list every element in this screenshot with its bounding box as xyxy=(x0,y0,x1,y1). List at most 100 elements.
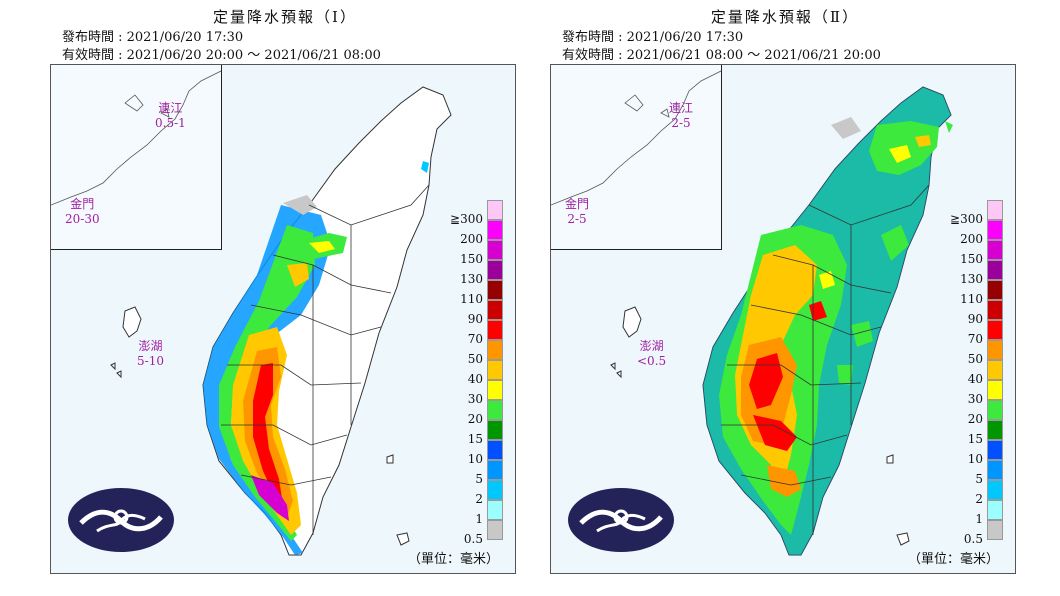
legend-swatch xyxy=(987,460,1003,480)
legend-swatch xyxy=(487,220,503,240)
rainfall-map: 連江 2-5 金門 2-5 澎湖 <0.5 ≧300 200 150 130 110 90… xyxy=(550,64,1016,574)
penghu-label: 澎湖 5-10 xyxy=(137,339,164,368)
legend-label: 5 xyxy=(975,472,983,486)
valid-time: 有效時間 : 2021/06/20 20:00 ～ 2021/06/21 08:… xyxy=(62,48,381,63)
legend-label: 5 xyxy=(475,472,483,486)
rainfall-legend: ≧300 200 150 130 110 90 70 50 40 30 20 15 10 5 2 1 0.5 xyxy=(433,200,503,545)
matsu-rainfall-value: 2-5 xyxy=(671,116,691,130)
penghu-label: 澎湖 <0.5 xyxy=(637,339,667,368)
legend-swatch xyxy=(487,200,503,220)
legend-label: 90 xyxy=(467,312,483,326)
inset-map-kinmen-matsu: 連江 0.5-1 金門 20-30 xyxy=(51,65,222,250)
penghu-rainfall-value: <0.5 xyxy=(637,354,667,368)
legend-label: 10 xyxy=(967,452,983,466)
legend-label: 200 xyxy=(960,232,983,246)
penghu-islands xyxy=(122,306,142,338)
taiwan-rainfall-map xyxy=(610,86,953,556)
unit-label: （單位：毫米） xyxy=(407,552,499,567)
legend-swatch xyxy=(987,220,1003,240)
penghu-islands xyxy=(622,306,642,338)
legend-swatch xyxy=(487,280,503,300)
kinmen-rainfall-value: 2-5 xyxy=(567,212,587,226)
penghu-rainfall-value: 5-10 xyxy=(137,354,164,368)
legend-label: 150 xyxy=(460,252,483,266)
legend-label: 20 xyxy=(967,412,983,426)
legend-swatch xyxy=(487,400,503,420)
legend-swatch xyxy=(987,520,1003,540)
valid-time: 有效時間 : 2021/06/21 08:00 ～ 2021/06/21 20:… xyxy=(562,48,881,63)
legend-swatch xyxy=(987,200,1003,220)
legend-swatch xyxy=(487,320,503,340)
orchid-island xyxy=(396,532,410,546)
legend-swatch xyxy=(487,380,503,400)
rainfall-map: 連江 0.5-1 金門 20-30 澎湖 5-10 ≧300 200 150 130 1… xyxy=(50,64,516,574)
legend-label: 40 xyxy=(467,372,483,386)
kinmen-label: 金門 20-30 xyxy=(65,197,100,226)
legend-label: 110 xyxy=(460,292,483,306)
legend-label: ≧300 xyxy=(950,212,983,226)
legend-label: 130 xyxy=(460,272,483,286)
legend-swatch xyxy=(487,360,503,380)
fujian-coast-outline xyxy=(51,70,221,206)
legend-label: 2 xyxy=(475,492,483,506)
issued-time: 發布時間 : 2021/06/20 17:30 xyxy=(562,30,744,45)
legend-label: 20 xyxy=(467,412,483,426)
legend-label: 0.5 xyxy=(463,532,483,546)
legend-swatch xyxy=(487,420,503,440)
legend-swatch xyxy=(487,340,503,360)
legend-label: 30 xyxy=(467,392,483,406)
legend-label: 15 xyxy=(967,432,983,446)
legend-swatch xyxy=(987,440,1003,460)
legend-swatch xyxy=(487,240,503,260)
legend-label: 200 xyxy=(460,232,483,246)
legend-label: 150 xyxy=(960,252,983,266)
legend-swatch xyxy=(987,340,1003,360)
orchid-island xyxy=(896,532,910,546)
legend-swatch xyxy=(987,300,1003,320)
panel-title: 定量降水預報（Ⅰ） xyxy=(213,8,357,26)
legend-swatch xyxy=(987,420,1003,440)
kinmen-label: 金門 2-5 xyxy=(565,197,590,226)
legend-swatch xyxy=(987,360,1003,380)
legend-swatch xyxy=(987,500,1003,520)
legend-label: 0.5 xyxy=(963,532,983,546)
legend-label: 1 xyxy=(475,512,483,526)
qpf-panel-2: 定量降水預報（Ⅱ） 發布時間 : 2021/06/20 17:30 有效時間 :… xyxy=(550,0,1020,580)
legend-label: ≧300 xyxy=(450,212,483,226)
matsu-label: 連江 0.5-1 xyxy=(155,101,186,130)
legend-swatch xyxy=(987,400,1003,420)
legend-label: 130 xyxy=(960,272,983,286)
matsu-rainfall-value: 0.5-1 xyxy=(155,116,186,130)
legend-label: 90 xyxy=(967,312,983,326)
rainfall-legend: ≧300 200 150 130 110 90 70 50 40 30 20 15 10 5 2 1 0.5 xyxy=(933,200,1003,545)
cwb-logo xyxy=(568,488,674,552)
legend-swatch xyxy=(487,460,503,480)
legend-label: 10 xyxy=(467,452,483,466)
cwb-logo xyxy=(68,488,174,552)
legend-swatch xyxy=(987,240,1003,260)
inset-map-kinmen-matsu: 連江 2-5 金門 2-5 xyxy=(551,65,722,250)
legend-swatch xyxy=(987,320,1003,340)
legend-label: 2 xyxy=(975,492,983,506)
kinmen-rainfall-value: 20-30 xyxy=(65,212,100,226)
panel-title: 定量降水預報（Ⅱ） xyxy=(710,8,860,26)
green-island xyxy=(886,454,894,464)
legend-swatch xyxy=(987,480,1003,500)
qpf-panel-1: 定量降水預報（Ⅰ） 發布時間 : 2021/06/20 17:30 有效時間 :… xyxy=(50,0,520,580)
legend-label: 1 xyxy=(975,512,983,526)
legend-label: 110 xyxy=(960,292,983,306)
legend-swatch xyxy=(487,480,503,500)
legend-swatch xyxy=(987,260,1003,280)
legend-swatch xyxy=(487,520,503,540)
taiwan-rainfall-map xyxy=(110,86,452,556)
legend-label: 15 xyxy=(467,432,483,446)
legend-label: 50 xyxy=(967,352,983,366)
legend-swatch xyxy=(487,260,503,280)
unit-label: （單位：毫米） xyxy=(907,552,999,567)
legend-swatch xyxy=(487,300,503,320)
fujian-coast-outline xyxy=(551,70,721,206)
issued-time: 發布時間 : 2021/06/20 17:30 xyxy=(62,30,244,45)
legend-label: 70 xyxy=(467,332,483,346)
legend-swatch xyxy=(487,440,503,460)
legend-label: 40 xyxy=(967,372,983,386)
